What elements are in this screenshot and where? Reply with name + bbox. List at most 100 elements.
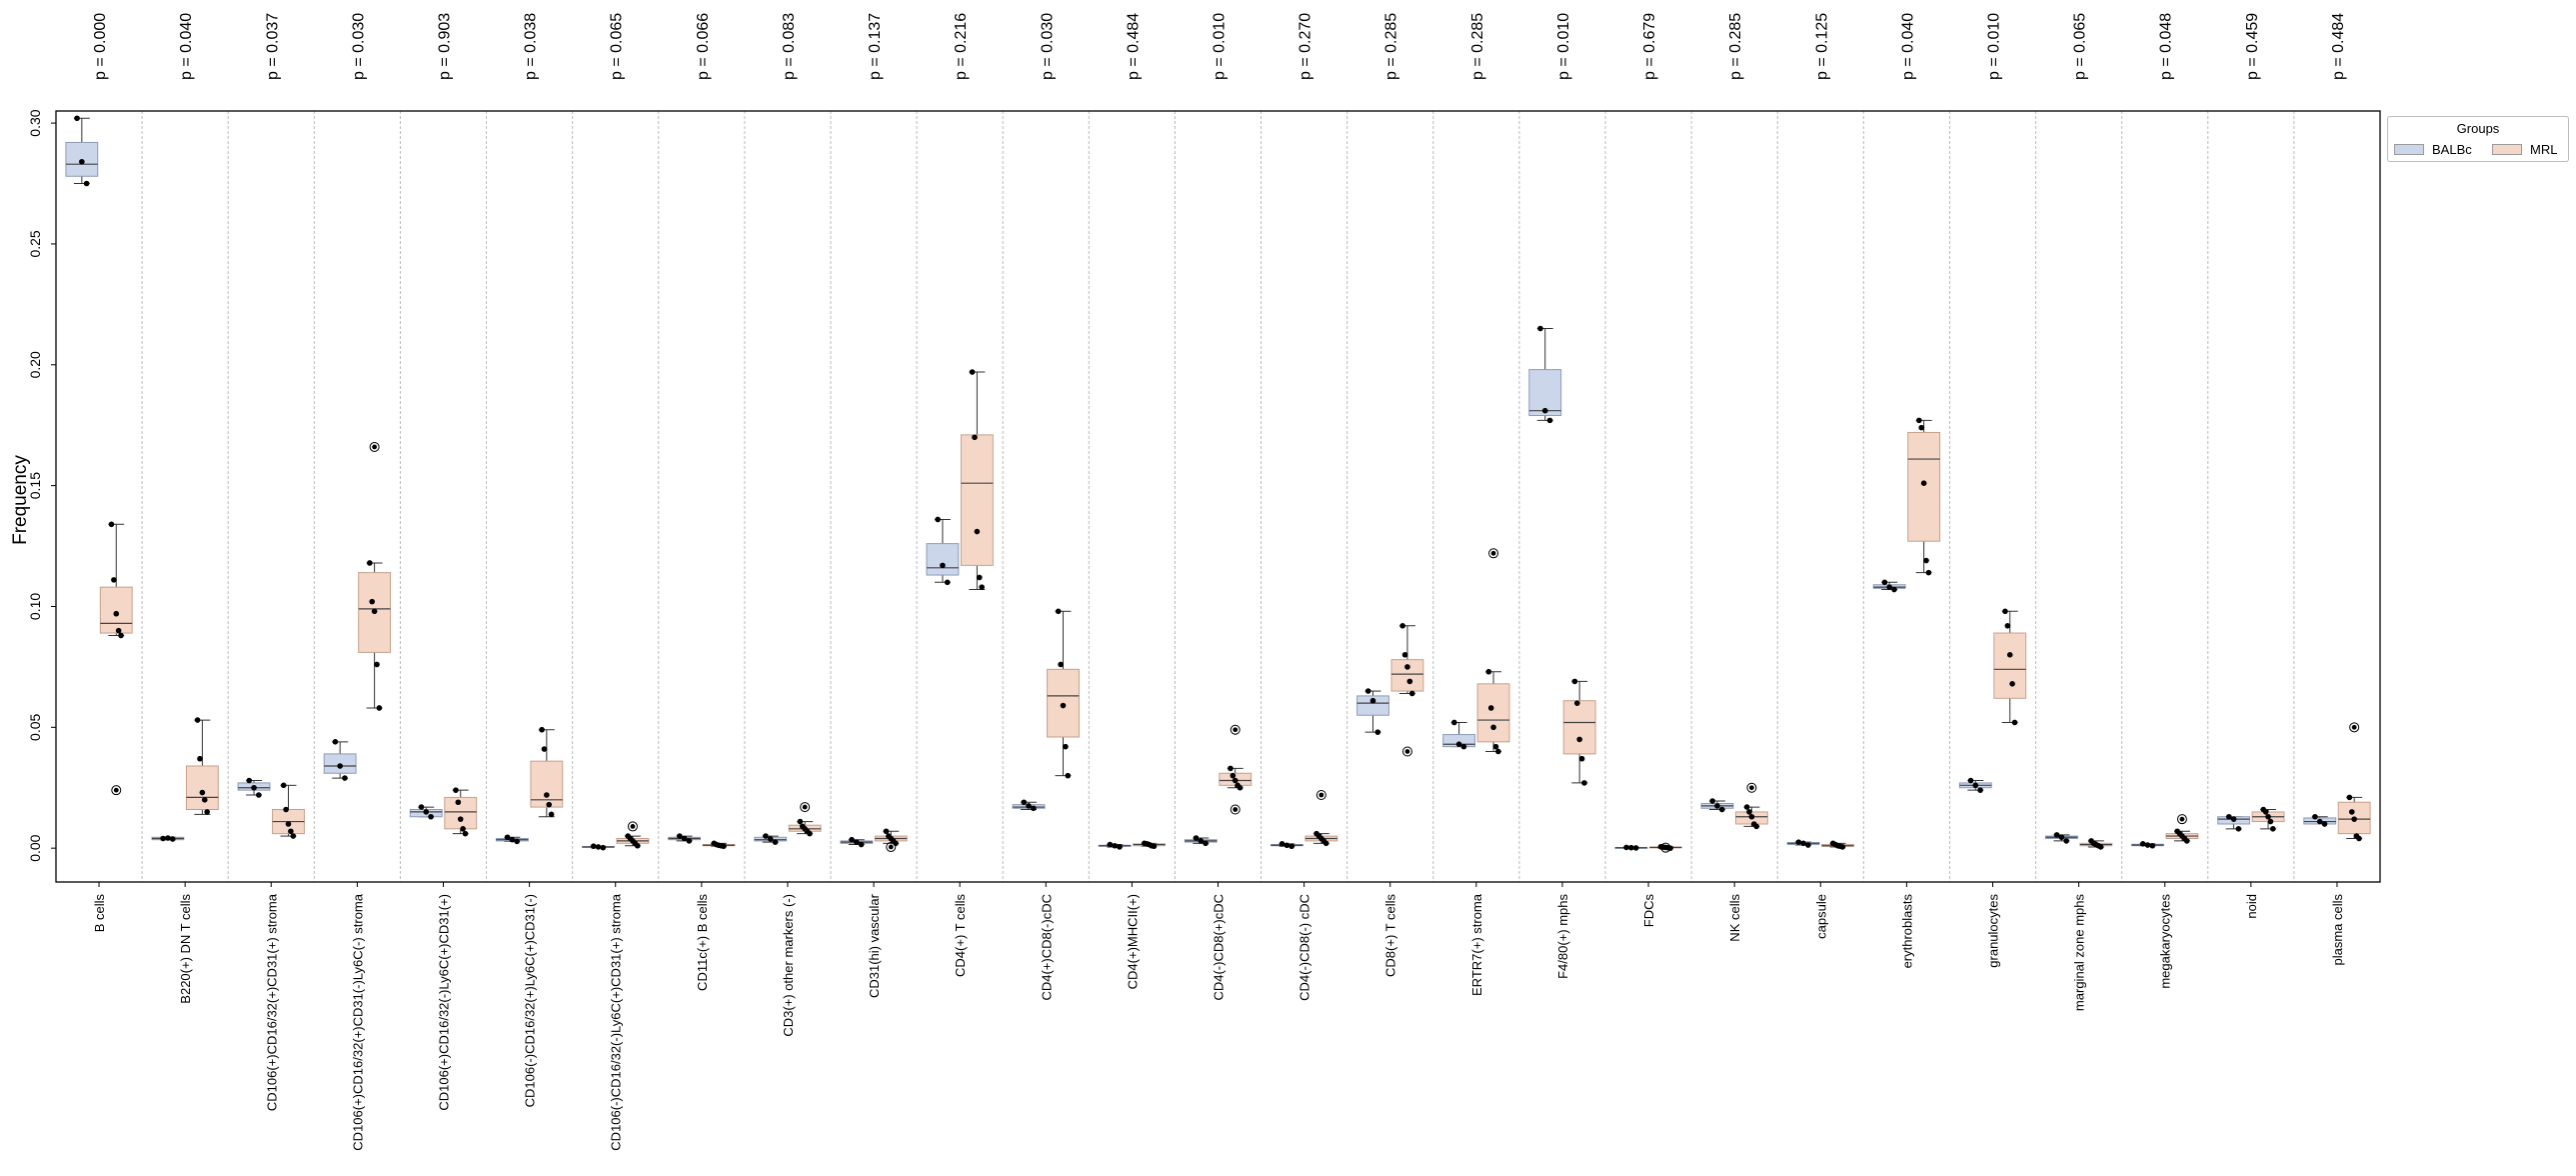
data-point xyxy=(115,627,122,634)
data-point xyxy=(1972,782,1979,789)
data-point xyxy=(541,746,548,752)
x-tick-label: CD31(hi) vascular xyxy=(867,893,882,998)
data-point xyxy=(1925,569,1932,576)
p-value-label: p = 0.459 xyxy=(2244,13,2261,80)
x-tick-label: granulocytes xyxy=(1986,894,2001,968)
x-tick-label: CD4(+)CD8(-)cDC xyxy=(1039,894,1054,1001)
data-point xyxy=(2316,818,2323,825)
data-point xyxy=(2144,842,2151,848)
p-value-label: p = 0.010 xyxy=(1986,13,2003,80)
data-point xyxy=(285,821,292,827)
p-value-label: p = 0.216 xyxy=(953,13,970,80)
x-tick-label: CD106(+)CD16/32(+)CD31(-)Ly6C(-) stroma xyxy=(350,893,365,1150)
data-point xyxy=(1490,724,1496,731)
p-value-label: p = 0.484 xyxy=(2330,13,2347,80)
p-value-label: p = 0.270 xyxy=(1297,13,1314,80)
data-point xyxy=(979,584,985,590)
boxes-layer xyxy=(65,117,2371,849)
data-point xyxy=(369,598,376,605)
data-point xyxy=(342,775,348,781)
data-point xyxy=(854,839,860,845)
data-point xyxy=(455,799,462,806)
legend-label-balbc: BALBc xyxy=(2432,141,2472,157)
data-point xyxy=(1743,804,1750,810)
outlier-point xyxy=(802,804,808,810)
data-point xyxy=(2346,794,2353,801)
data-point xyxy=(1541,407,1548,414)
x-tick-label: CD106(+)CD16/32(-)Ly6C(+)CD31(+) xyxy=(437,894,452,1111)
data-point xyxy=(337,763,343,769)
data-point xyxy=(79,158,85,165)
data-point xyxy=(1748,813,1755,820)
data-point xyxy=(1578,755,1585,762)
data-point xyxy=(763,833,769,839)
data-point xyxy=(539,726,545,733)
data-point xyxy=(1399,623,1405,629)
data-point xyxy=(201,797,208,803)
data-point xyxy=(2312,813,2318,820)
outlier-point xyxy=(1404,749,1410,754)
data-point xyxy=(849,836,855,843)
data-point xyxy=(1623,844,1629,851)
data-point xyxy=(807,830,813,837)
data-point xyxy=(1891,586,1897,593)
data-point xyxy=(1107,841,1114,848)
outlier-ring xyxy=(886,841,897,852)
data-point xyxy=(74,115,80,122)
points-layer xyxy=(74,115,2362,853)
x-axis-labels: B cells B220(+) DN T cells CD106(+)CD16/32… xyxy=(92,882,2345,1151)
data-point xyxy=(2139,841,2146,847)
data-point xyxy=(428,813,434,820)
p-value-label: p = 0.285 xyxy=(1727,13,1744,80)
data-point xyxy=(1401,652,1408,658)
p-value-label: p = 0.065 xyxy=(609,13,626,80)
data-point xyxy=(1918,424,1925,431)
data-point xyxy=(199,789,206,796)
data-point xyxy=(1404,664,1410,670)
data-point xyxy=(1228,765,1234,772)
data-point xyxy=(681,835,688,842)
x-tick-label: CD106(-)CD16/32(-)Ly6C(+)CD31(+) stroma xyxy=(609,893,624,1150)
data-point xyxy=(2004,623,2011,629)
p-value-label: p = 0.048 xyxy=(2158,13,2175,80)
x-tick-label: megakaryocytes xyxy=(2158,894,2173,989)
data-point xyxy=(288,828,294,835)
data-point xyxy=(546,801,553,808)
p-value-label: p = 0.484 xyxy=(1125,13,1142,80)
data-point xyxy=(976,574,983,581)
data-point xyxy=(1546,417,1553,424)
data-point xyxy=(1576,736,1582,743)
data-point xyxy=(1063,743,1069,750)
data-point xyxy=(453,787,459,793)
data-point xyxy=(944,579,951,586)
data-point xyxy=(1279,841,1286,847)
data-point xyxy=(1800,840,1806,847)
p-value-label: p = 0.065 xyxy=(2072,13,2089,80)
data-point xyxy=(544,792,550,798)
box-mrl xyxy=(99,586,133,634)
data-point xyxy=(2351,816,2357,822)
p-value-label: p = 0.030 xyxy=(1039,13,1056,80)
data-point xyxy=(2058,834,2065,841)
p-value-label: p = 0.285 xyxy=(1469,13,1486,80)
y-axis: 0.00 0.05 0.10 0.15 0.20 0.25 0.30 xyxy=(27,109,56,862)
p-value-label: p = 0.000 xyxy=(92,13,109,80)
x-tick-label: CD4(-)CD8(-) cDC xyxy=(1297,894,1312,1001)
data-point xyxy=(2348,809,2355,815)
p-value-label: p = 0.037 xyxy=(264,13,281,80)
outlier-ring xyxy=(1230,724,1241,735)
data-point xyxy=(1406,678,1413,685)
box-balbc xyxy=(1528,369,1562,417)
p-value-labels: p = 0.000 p = 0.040 p = 0.037 p = 0.030 p = … xyxy=(92,13,2347,80)
outlier-point xyxy=(888,844,894,850)
legend-title: Groups xyxy=(2456,121,2500,136)
box-mrl xyxy=(185,765,219,810)
data-point xyxy=(2011,719,2018,726)
data-point xyxy=(2053,832,2060,838)
legend-label-mrl: MRL xyxy=(2530,141,2558,157)
data-point xyxy=(256,792,262,798)
outlier-point xyxy=(1662,845,1668,851)
outlier-ring xyxy=(1746,782,1757,793)
data-point xyxy=(2230,816,2237,822)
box-mrl xyxy=(1907,431,1941,542)
